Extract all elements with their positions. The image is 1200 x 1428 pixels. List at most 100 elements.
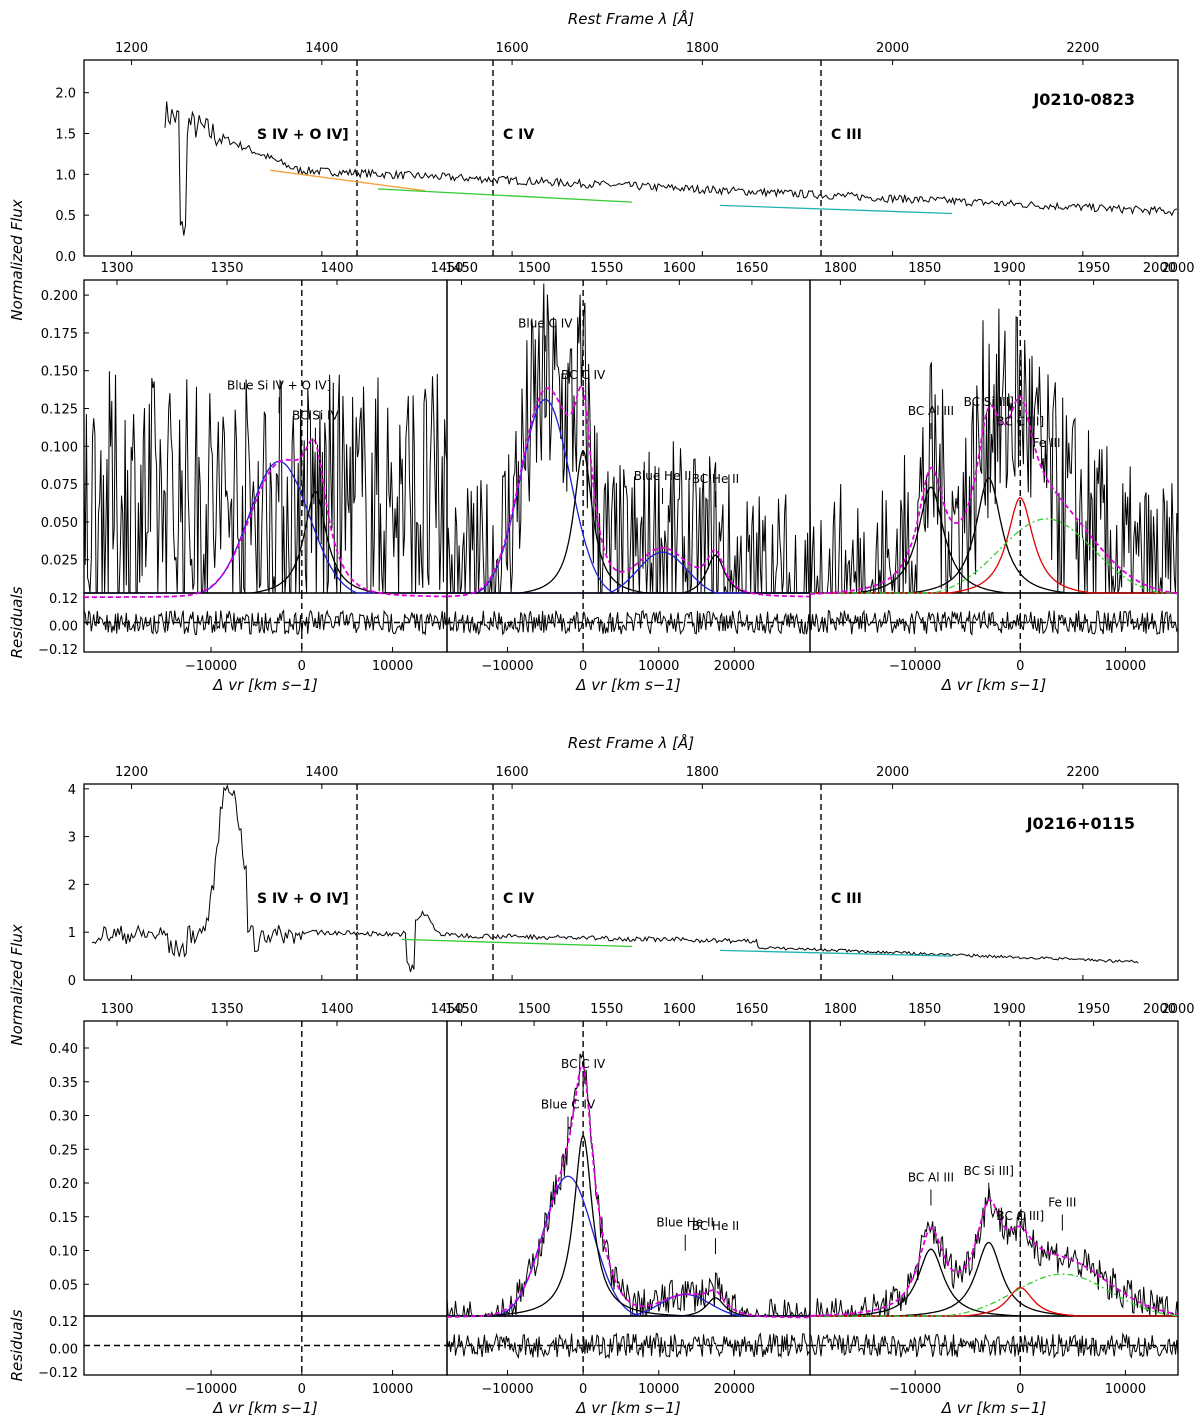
annotation-label: BC Al III (908, 404, 954, 418)
panel-ytick-label: 0.075 (41, 478, 78, 493)
panel-ytick-label: 0.200 (41, 289, 78, 304)
continuum-fit-siiv (269, 169, 426, 192)
block-J0216+0115: Rest Frame λ [Å]1200 1400 1600 1800 2000 2200… (8, 733, 1195, 1417)
annotation-label: Blue C IV (518, 316, 573, 330)
panel-top-tick-label: 1450 (430, 1002, 463, 1017)
panel-C III]: 1800 1850 1900 1950 20002000 −10000 0 10000 Δ vr… (809, 1002, 1195, 1417)
overview-region-label: C IV (503, 127, 534, 143)
component-BC He II (447, 554, 810, 594)
residual-ytick-label: 0.00 (49, 620, 78, 635)
overview-ytick-label: 3 (68, 831, 76, 846)
panel-xtick-label: 0 (298, 659, 306, 674)
annotation-label: BC C III] (996, 415, 1044, 429)
annotation-label: Blue C IV (541, 1098, 596, 1112)
overview-spectrum-line (91, 784, 1139, 973)
panel-top-tick-label: 1650 (735, 261, 768, 276)
annotation-label: BC Al III (908, 1171, 954, 1185)
panel-ytick-label: 0.10 (49, 1245, 78, 1260)
overview-region-label: C III (831, 891, 862, 907)
annotation-label: BC C IV (561, 368, 606, 382)
panel-Si IV + O IV]: 1300 1350 1400 1450 −10000 0 10000 Δ vr [km s−1… (38, 261, 463, 694)
overview-xtick-label: 1600 (496, 765, 529, 780)
panel-top-tick-label: 2000 (1143, 1002, 1176, 1017)
overview-xtick-label: 2200 (1066, 765, 1099, 780)
residual-ytick-label: 0.00 (49, 1343, 78, 1358)
residual-line (446, 1332, 811, 1360)
panel-top-tick-label: 1650 (735, 1002, 768, 1017)
panel-ytick-label: 0.20 (49, 1177, 78, 1192)
panel-xlabel: Δ vr [km s−1] (575, 676, 681, 694)
panel-xtick-label: 10000 (372, 1382, 413, 1397)
overview-ytick-label: 2 (68, 878, 76, 893)
panel-top-tick-label: 1600 (663, 261, 696, 276)
annotation-label: Blue Si IV + O IV] (227, 378, 331, 392)
panel-xtick-label: 0 (579, 659, 587, 674)
panel-C IV: 1450 1500 1550 1600 1650 −10000 0 10000 20000 Δ v… (445, 261, 811, 694)
overview-region-label: S IV + O IV] (257, 891, 349, 907)
panel-top-tick-label: 1800 (824, 261, 857, 276)
annotation-label: BC He II (692, 1219, 740, 1233)
panel-xtick-label: 0 (1016, 1382, 1024, 1397)
ylabel-residuals: Residuals (8, 1309, 26, 1381)
overview-ytick-label: 1 (68, 926, 76, 941)
panel-ytick-label: 0.100 (41, 440, 78, 455)
panel-ytick-label: 0.025 (41, 554, 78, 569)
panel-xtick-label: 0 (579, 1382, 587, 1397)
annotation-label: BC C IV (561, 1057, 606, 1071)
panel-xtick-label: 0 (298, 1382, 306, 1397)
residual-line (83, 609, 448, 636)
panel-top-tick-label: 1850 (908, 261, 941, 276)
continuum-fit-ciii (719, 949, 953, 957)
residual-ytick-label: −0.12 (38, 643, 78, 658)
continuum-fit-civ (401, 938, 633, 948)
annotation-label: BC C III] (996, 1209, 1044, 1223)
panel-frame (83, 1020, 448, 1317)
overview-frame (83, 59, 1179, 257)
total-model-line (447, 1063, 810, 1319)
residual-ytick-label: 0.12 (49, 592, 78, 607)
total-model-line (809, 395, 1179, 595)
panel-top-tick-label: 1800 (824, 1002, 857, 1017)
overview-ytick-label: 0 (68, 974, 76, 989)
overview-xtick-label: 1200 (115, 765, 148, 780)
panel-top-tick-label: 1850 (908, 1002, 941, 1017)
panel-C III]: 1800 1850 1900 1950 20002000 −10000 0 10000 Δ vr… (809, 261, 1195, 694)
annotation-label: BC Si III] (964, 395, 1014, 409)
component-Fe III (810, 518, 1178, 594)
overview-xtick-label: 1200 (115, 41, 148, 56)
annotation-label: BC He II (692, 472, 740, 486)
panel-xtick-label: 10000 (372, 659, 413, 674)
panel-xtick-label: −10000 (889, 1382, 941, 1397)
object-name: J0216+0115 (1026, 814, 1135, 833)
panel-top-tick-label: 1550 (590, 261, 623, 276)
panel-ytick-label: 0.150 (41, 365, 78, 380)
annotation-label: BC Si III] (964, 1164, 1014, 1178)
panel-xtick-label: 10000 (638, 659, 679, 674)
overview-frame (83, 783, 1179, 981)
observed-spectrum-line (446, 283, 810, 594)
annotation-label: BC Si IV (292, 409, 340, 423)
overview-ytick-label: 0.5 (55, 209, 76, 224)
panel-top-tick-label: 1300 (100, 1002, 133, 1017)
panel-top-tick-label: 2000 (1161, 261, 1194, 276)
panel-xlabel: Δ vr [km s−1] (941, 676, 1047, 694)
component-BC C IV (447, 1135, 810, 1317)
panel-xtick-label: 10000 (1105, 1382, 1146, 1397)
panel-ytick-label: 0.15 (49, 1211, 78, 1226)
overview-ytick-label: 2.0 (55, 87, 76, 102)
ylabel-flux: Normalized Flux (8, 199, 26, 320)
total-model-line (809, 1198, 1179, 1317)
overview-top-axis-label: Rest Frame λ [Å] (568, 733, 694, 752)
annotation-label: Fe III (1048, 1195, 1076, 1209)
overview-region-label: C III (831, 127, 862, 143)
overview-xtick-label: 1800 (686, 41, 719, 56)
panel-xtick-label: −10000 (185, 659, 237, 674)
panel-frame (809, 279, 1179, 594)
panel-xlabel: Δ vr [km s−1] (575, 1399, 681, 1417)
annotation-label: Blue He II (634, 469, 692, 483)
panel-xlabel: Δ vr [km s−1] (941, 1399, 1047, 1417)
panel-top-tick-label: 1400 (320, 261, 353, 276)
object-name: J0210-0823 (1032, 90, 1135, 109)
panel-xtick-label: 20000 (714, 1382, 755, 1397)
overview-xtick-label: 1600 (496, 41, 529, 56)
